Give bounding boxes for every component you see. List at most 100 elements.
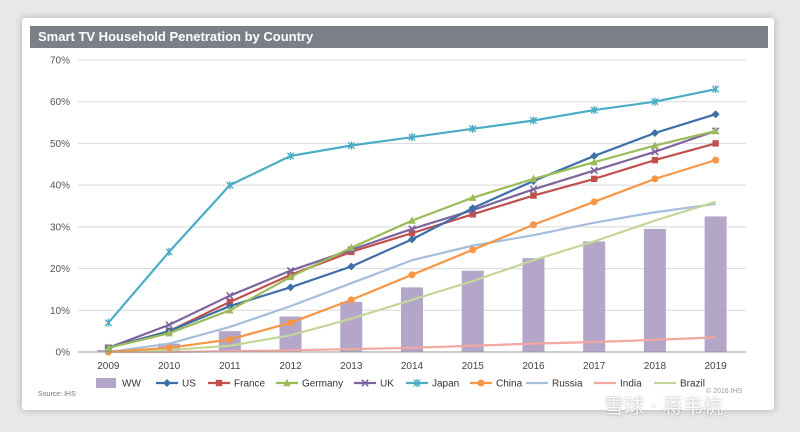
bar-ww — [461, 270, 484, 352]
point-japan — [104, 318, 113, 327]
y-tick-label: 60% — [50, 97, 70, 108]
point-germany — [347, 243, 356, 251]
point-japan — [226, 181, 234, 190]
point-us — [650, 129, 659, 137]
point-japan — [469, 124, 477, 133]
point-germany — [651, 141, 659, 149]
series-line-russia — [108, 202, 716, 354]
legend-label: UK — [380, 379, 394, 390]
point-china — [529, 221, 537, 229]
point-china — [408, 271, 416, 279]
y-tick-label: 10% — [50, 306, 70, 317]
legend-label: Russia — [552, 379, 583, 390]
point-uk — [651, 148, 659, 156]
point-france — [590, 175, 598, 183]
bar-ww — [340, 301, 363, 352]
bar-ww — [643, 228, 666, 352]
point-uk — [226, 291, 234, 300]
y-tick-label: 0% — [56, 348, 71, 359]
legend-label: Japan — [432, 379, 459, 390]
x-tick-label: 2018 — [644, 361, 667, 372]
point-germany — [529, 174, 538, 183]
point-france — [651, 156, 659, 164]
point-uk — [286, 266, 295, 275]
legend-label: US — [182, 379, 196, 390]
copyright-note: © 2016 IHS — [706, 388, 743, 395]
legend-label: India — [620, 379, 642, 390]
point-china — [651, 175, 659, 183]
point-germany — [165, 329, 173, 337]
x-tick-label: 2012 — [279, 361, 302, 372]
chart-title: Smart TV Household Penetration by Countr… — [30, 26, 768, 48]
x-tick-label: 2011 — [219, 361, 241, 372]
bar-ww — [583, 241, 606, 352]
point-japan — [165, 247, 173, 256]
point-uk — [529, 185, 538, 194]
point-china — [347, 296, 355, 304]
point-china — [165, 344, 173, 352]
legend-marker — [477, 379, 485, 387]
point-japan — [711, 85, 720, 94]
point-germany — [104, 343, 113, 352]
y-tick-label: 40% — [50, 181, 70, 192]
legend-marker — [163, 379, 171, 387]
x-tick-label: 2010 — [158, 361, 181, 372]
point-germany — [711, 126, 720, 135]
x-tick-label: 2015 — [462, 361, 485, 372]
point-china — [590, 198, 598, 206]
point-japan — [651, 97, 659, 106]
point-us — [286, 283, 295, 292]
x-tick-label: 2013 — [340, 361, 363, 372]
legend-label: China — [496, 379, 523, 390]
legend-item-us: US — [156, 379, 196, 390]
point-germany — [226, 306, 234, 314]
point-germany — [468, 193, 477, 201]
point-japan — [408, 133, 416, 142]
legend-marker — [361, 379, 369, 387]
legend-item-china: China — [470, 379, 523, 390]
legend-marker — [215, 379, 223, 387]
point-china — [287, 319, 295, 327]
bar-ww — [522, 258, 545, 352]
point-us — [347, 262, 356, 271]
bar-ww — [401, 287, 423, 352]
point-japan — [347, 141, 355, 150]
point-us — [590, 151, 599, 160]
series-line-brazil — [108, 200, 716, 354]
legend-item-brazil: Brazil — [654, 379, 705, 390]
point-france — [226, 298, 234, 306]
series-line-india — [108, 336, 716, 354]
x-tick-label: 2017 — [583, 361, 606, 372]
legend-item-uk: UK — [354, 379, 394, 390]
x-tick-label: 2009 — [97, 361, 120, 372]
y-tick-label: 30% — [50, 222, 70, 233]
point-france — [348, 248, 355, 256]
point-germany — [590, 158, 598, 166]
legend-marker — [413, 379, 421, 387]
x-tick-label: 2016 — [522, 361, 545, 372]
point-uk — [165, 321, 173, 329]
point-us — [711, 110, 720, 119]
point-us — [468, 204, 477, 213]
point-uk — [590, 166, 598, 175]
point-france — [530, 192, 537, 199]
x-tick-label: 2014 — [401, 361, 424, 372]
legend-item-japan: Japan — [406, 379, 459, 390]
point-japan — [529, 116, 538, 125]
point-china — [469, 246, 477, 254]
point-germany — [286, 272, 295, 281]
point-japan — [286, 151, 295, 160]
point-china — [226, 335, 234, 343]
point-france — [469, 211, 476, 218]
legend-label: France — [234, 379, 266, 390]
legend-marker — [283, 378, 291, 387]
legend-swatch — [96, 378, 116, 388]
x-tick-label: 2019 — [705, 361, 728, 372]
source-note: Source: IHS — [38, 391, 76, 398]
point-us — [408, 235, 416, 244]
legend-item-ww: WW — [96, 378, 141, 390]
point-france — [408, 229, 416, 237]
point-germany — [408, 216, 416, 224]
y-tick-label: 50% — [50, 139, 70, 150]
